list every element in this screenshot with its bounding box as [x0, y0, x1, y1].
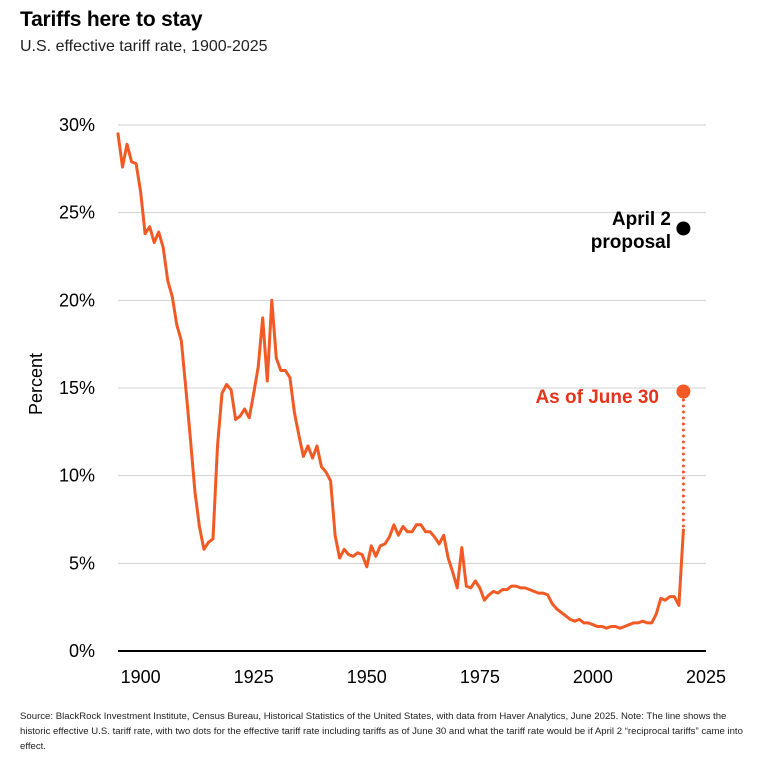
- x-tick-label: 2025: [686, 667, 726, 687]
- june-30-dot: [676, 384, 691, 399]
- y-tick-label: 10%: [59, 466, 95, 486]
- y-tick-label: 0%: [69, 641, 95, 661]
- tariff-line-chart: 0% 5% 10% 15% 20% 25% 30% 1900 1925 1950 1975 2000…: [26, 115, 726, 687]
- x-tick-label: 1900: [121, 667, 161, 687]
- x-tick-label: 1925: [234, 667, 274, 687]
- chart-subtitle: U.S. effective tariff rate, 1900-2025: [20, 38, 268, 55]
- april-2-dot: [676, 221, 691, 236]
- april-2-label-line1: April 2: [612, 209, 671, 230]
- chart-title: Tariffs here to stay: [20, 8, 203, 31]
- x-tick-label: 1975: [460, 667, 500, 687]
- june-30-label: As of June 30: [535, 387, 659, 408]
- y-tick-label: 25%: [59, 203, 95, 223]
- y-axis-label: Percent: [26, 353, 46, 415]
- y-tick-label: 30%: [59, 115, 95, 135]
- source-note: Source: BlackRock Investment Institute, …: [20, 711, 743, 752]
- x-tick-label: 2000: [573, 667, 613, 687]
- y-tick-label: 5%: [69, 553, 95, 573]
- tariff-rate-line: [116, 132, 685, 630]
- y-tick-label: 20%: [59, 290, 95, 310]
- y-tick-label: 15%: [59, 378, 95, 398]
- x-tick-label: 1950: [347, 667, 387, 687]
- april-2-label-line2: proposal: [591, 232, 671, 253]
